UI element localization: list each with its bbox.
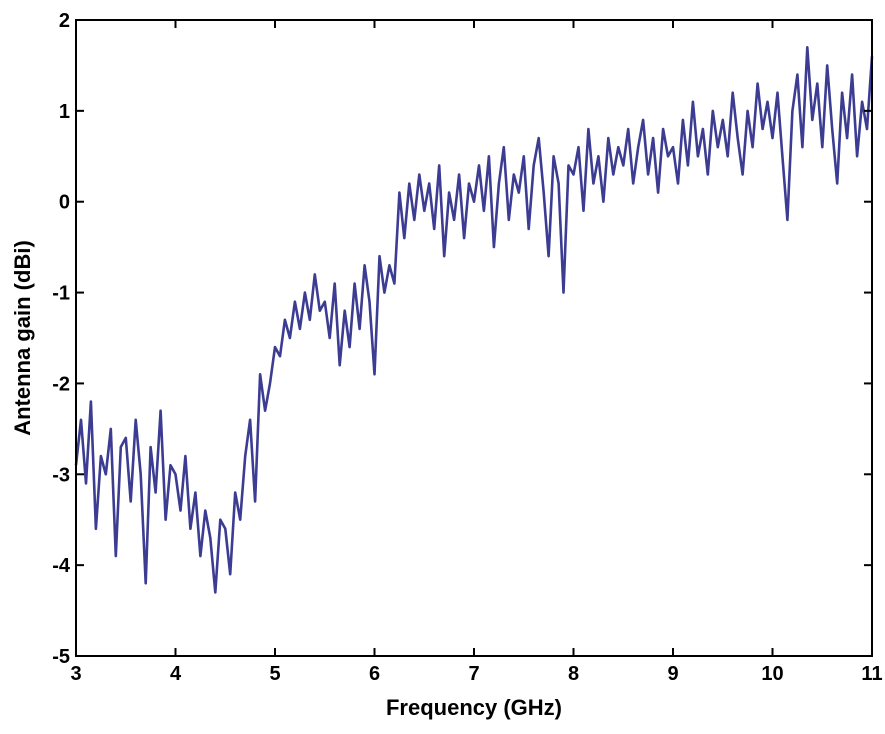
y-tick-label: 1 bbox=[59, 101, 70, 123]
x-tick-label: 6 bbox=[369, 663, 380, 685]
y-tick-label: 0 bbox=[59, 192, 70, 214]
plot-frame bbox=[75, 19, 873, 657]
x-tick-label: 3 bbox=[70, 663, 81, 685]
x-axis-label: Frequency (GHz) bbox=[386, 695, 562, 720]
y-tick-label: -4 bbox=[52, 555, 71, 577]
x-tick-label: 10 bbox=[761, 663, 783, 685]
y-axis-label: Antenna gain (dBi) bbox=[10, 240, 35, 436]
x-tick-label: 7 bbox=[468, 663, 479, 685]
y-tick-label: -2 bbox=[52, 373, 70, 395]
y-tick-label: 2 bbox=[59, 10, 70, 32]
x-tick-label: 4 bbox=[170, 663, 182, 685]
x-tick-label: 5 bbox=[269, 663, 280, 685]
y-tick-label: -1 bbox=[52, 283, 70, 305]
data-line bbox=[74, 46, 874, 594]
x-tick-label: 11 bbox=[861, 663, 882, 685]
y-tick-label: -5 bbox=[52, 646, 70, 668]
x-tick-label: 9 bbox=[667, 663, 678, 685]
x-tick-label: 8 bbox=[568, 663, 579, 685]
y-tick-label: -3 bbox=[52, 464, 70, 486]
